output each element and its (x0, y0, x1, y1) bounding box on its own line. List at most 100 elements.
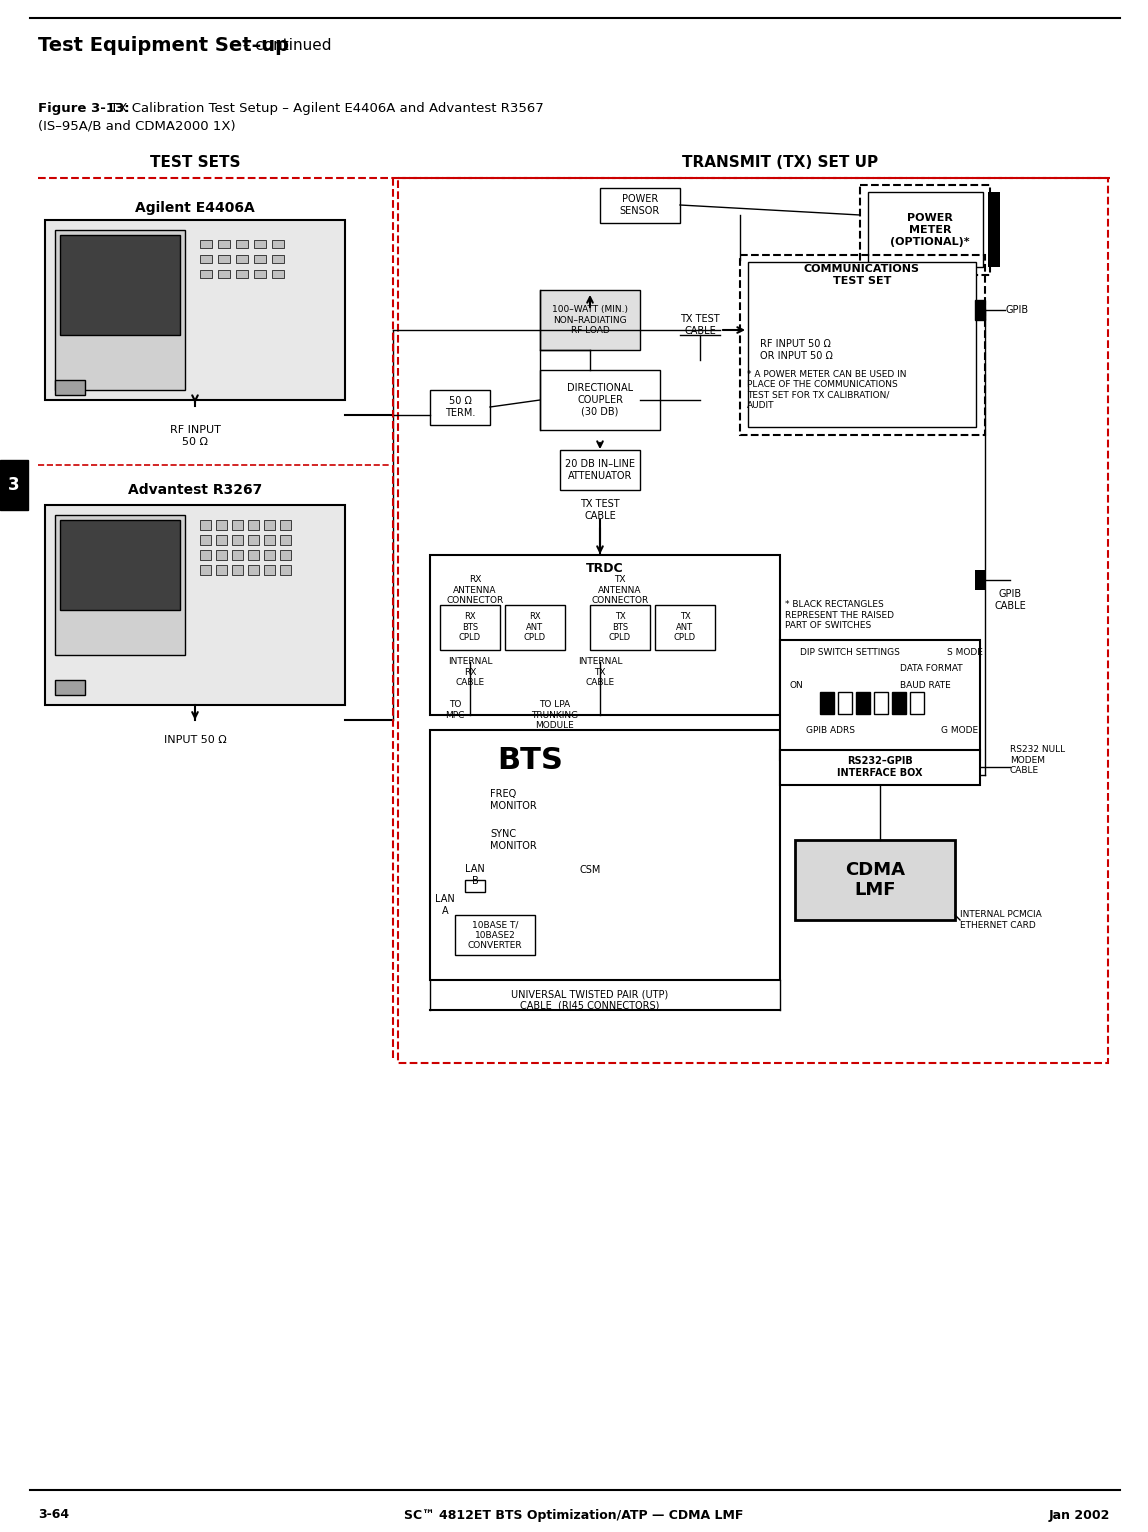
Bar (200, 241, 212, 248)
Text: GPIB ADRS: GPIB ADRS (806, 726, 854, 734)
Circle shape (253, 322, 288, 358)
Text: RX
BTS
CPLD: RX BTS CPLD (459, 613, 481, 642)
Text: (IS–95A/B and CDMA2000 1X): (IS–95A/B and CDMA2000 1X) (38, 119, 235, 132)
Text: Figure 3-13:: Figure 3-13: (38, 101, 130, 115)
Bar (200, 535, 211, 545)
Text: COMMUNICATIONS
TEST SET: COMMUNICATIONS TEST SET (804, 264, 920, 286)
Text: Jan 2002: Jan 2002 (1048, 1509, 1110, 1521)
Text: G MODE: G MODE (941, 726, 978, 734)
Bar (236, 254, 248, 264)
Text: INPUT 50 Ω: INPUT 50 Ω (164, 735, 226, 745)
Bar (892, 692, 906, 714)
Text: S MODE: S MODE (947, 648, 983, 657)
Bar (860, 185, 990, 276)
Bar (45, 506, 346, 705)
Text: RF INPUT
50 Ω: RF INPUT 50 Ω (170, 424, 220, 447)
Text: TO LPA
TRUNKING
MODULE: TO LPA TRUNKING MODULE (532, 700, 579, 729)
Bar (272, 254, 284, 264)
Circle shape (210, 685, 220, 696)
Text: SYNC
MONITOR: SYNC MONITOR (490, 829, 537, 850)
Text: GPIB
CABLE: GPIB CABLE (994, 590, 1026, 611)
Circle shape (90, 685, 100, 696)
Text: TX Calibration Test Setup – Agilent E4406A and Advantest R3567: TX Calibration Test Setup – Agilent E440… (106, 101, 544, 115)
Bar (280, 519, 290, 530)
Text: RX
ANT
CPLD: RX ANT CPLD (523, 613, 546, 642)
Bar (820, 692, 833, 714)
Bar (656, 605, 715, 650)
Text: SC™ 4812ET BTS Optimization/ATP — CDMA LMF: SC™ 4812ET BTS Optimization/ATP — CDMA L… (404, 1509, 744, 1521)
Bar (779, 751, 980, 784)
Bar (540, 371, 660, 430)
Bar (600, 188, 680, 224)
Bar (254, 241, 266, 248)
Text: CDMA
LMF: CDMA LMF (845, 861, 905, 899)
Bar (60, 519, 180, 610)
Bar (560, 450, 639, 490)
Text: 10BASE T/
10BASE2
CONVERTER: 10BASE T/ 10BASE2 CONVERTER (467, 921, 522, 950)
Text: Advantest R3267: Advantest R3267 (127, 483, 262, 496)
Circle shape (180, 685, 191, 696)
Text: INTERNAL
TX
CABLE: INTERNAL TX CABLE (577, 657, 622, 686)
Bar (540, 290, 639, 349)
Text: BTS: BTS (497, 746, 563, 775)
Bar (748, 262, 976, 427)
Text: Agilent E4406A: Agilent E4406A (135, 201, 255, 214)
Bar (796, 840, 955, 921)
Bar (55, 380, 85, 395)
Bar (216, 550, 227, 561)
Bar (218, 241, 230, 248)
Text: DIRECTIONAL
COUPLER
(30 DB): DIRECTIONAL COUPLER (30 DB) (567, 383, 633, 417)
Text: TEST SETS: TEST SETS (149, 155, 240, 170)
Circle shape (258, 608, 282, 633)
Bar (280, 535, 290, 545)
Text: INTERNAL PCMCIA
ETHERNET CARD: INTERNAL PCMCIA ETHERNET CARD (960, 910, 1041, 930)
Text: LAN
B: LAN B (465, 864, 484, 885)
Text: DIP SWITCH SETTINGS: DIP SWITCH SETTINGS (800, 648, 900, 657)
Bar (975, 300, 985, 320)
Text: LAN
A: LAN A (435, 895, 455, 916)
Text: * A POWER METER CAN BE USED IN
PLACE OF THE COMMUNICATIONS
TEST SET FOR TX CALIB: * A POWER METER CAN BE USED IN PLACE OF … (747, 371, 907, 411)
Bar (216, 535, 227, 545)
Bar (430, 555, 779, 715)
Bar (505, 605, 565, 650)
Text: BAUD RATE: BAUD RATE (900, 680, 951, 689)
Bar (264, 535, 276, 545)
Bar (868, 192, 983, 267)
Bar (200, 519, 211, 530)
Text: POWER
SENSOR: POWER SENSOR (620, 195, 660, 216)
Bar (200, 270, 212, 277)
Bar (45, 221, 346, 400)
Text: 3-64: 3-64 (38, 1509, 69, 1521)
Bar (218, 270, 230, 277)
Text: TX
ANTENNA
CONNECTOR: TX ANTENNA CONNECTOR (591, 574, 649, 605)
Bar (264, 519, 276, 530)
Bar (465, 879, 484, 892)
Bar (264, 550, 276, 561)
Bar (55, 515, 185, 656)
Bar (272, 241, 284, 248)
Bar (248, 519, 259, 530)
Text: TX
ANT
CPLD: TX ANT CPLD (674, 613, 696, 642)
Text: FREQ
MONITOR: FREQ MONITOR (490, 789, 537, 810)
Text: TRDC: TRDC (587, 562, 623, 574)
Text: TRANSMIT (TX) SET UP: TRANSMIT (TX) SET UP (682, 155, 878, 170)
Bar (0, 460, 28, 510)
Bar (280, 550, 290, 561)
Bar (874, 692, 889, 714)
Text: Test Equipment Set–up: Test Equipment Set–up (38, 35, 289, 55)
Bar (216, 519, 227, 530)
Text: TO
MPC: TO MPC (445, 700, 465, 720)
Bar (248, 550, 259, 561)
Bar (398, 178, 1108, 1063)
Bar (430, 391, 490, 424)
Bar (232, 535, 243, 545)
Text: TX TEST
CABLE: TX TEST CABLE (680, 314, 720, 336)
Text: INTERNAL
RX
CABLE: INTERNAL RX CABLE (448, 657, 492, 686)
Bar (55, 230, 185, 391)
Bar (264, 565, 276, 574)
Bar (236, 270, 248, 277)
Bar (216, 565, 227, 574)
Bar (232, 519, 243, 530)
Bar (430, 731, 779, 980)
Bar (200, 550, 211, 561)
